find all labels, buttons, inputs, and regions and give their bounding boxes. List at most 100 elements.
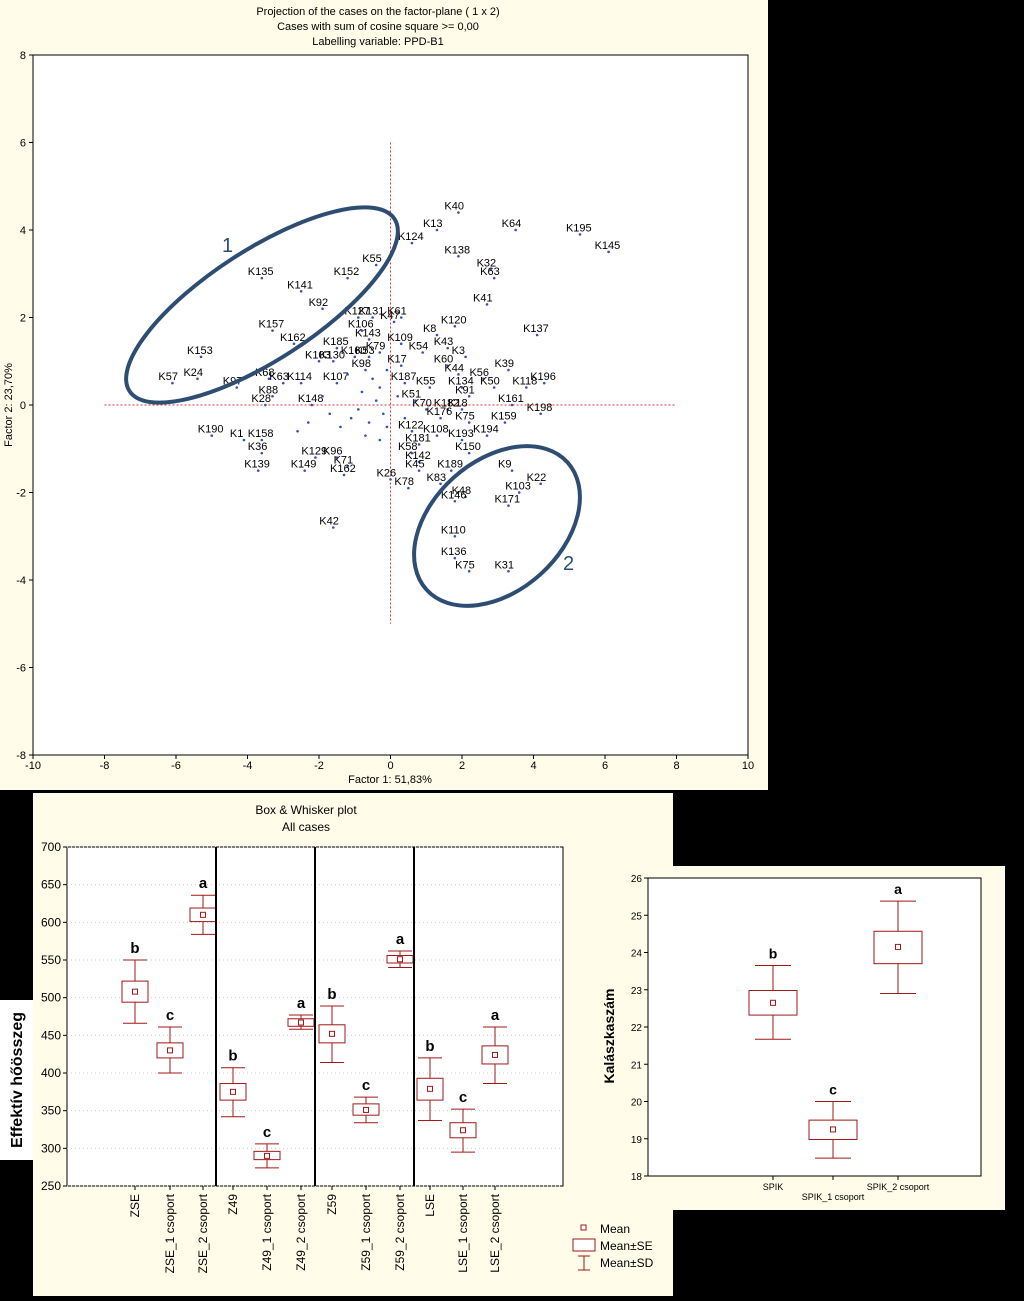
point-label: K83 <box>427 472 447 484</box>
scatter-point <box>332 526 335 529</box>
scatter-point <box>578 233 582 236</box>
y-tick-label: 23 <box>631 986 643 997</box>
point-label: K182 <box>434 397 460 409</box>
spike-y-axis-label: Kalászkaszám <box>601 989 617 1084</box>
scatter-point <box>435 333 439 337</box>
significance-letter: a <box>297 995 306 1012</box>
point-label: K98 <box>351 358 371 370</box>
significance-letter: c <box>263 1124 271 1141</box>
significance-letter: a <box>396 931 405 948</box>
x-tick-label: -2 <box>314 760 324 772</box>
scatter-point <box>453 499 457 503</box>
scatter-point <box>335 456 339 459</box>
scatter-point <box>457 211 460 214</box>
scatter-point <box>453 534 457 538</box>
y-tick-label: 550 <box>41 953 61 967</box>
point-label: K160 <box>341 345 367 357</box>
point-label: K153 <box>187 345 213 357</box>
y-tick-label: -6 <box>16 663 26 675</box>
point-label: K64 <box>502 218 522 230</box>
mean-marker <box>132 988 138 995</box>
scatter-point <box>346 276 349 280</box>
scatter-point <box>392 320 396 324</box>
point-label: K60 <box>434 354 454 366</box>
scatter-point <box>467 421 471 424</box>
point-label: K198 <box>527 402 553 414</box>
mean-marker <box>460 1127 466 1134</box>
scatter-point <box>514 228 517 232</box>
scatter-point <box>260 276 264 280</box>
boxplot-title-line-1: Box & Whisker plot <box>255 803 357 817</box>
point-label: K42 <box>319 516 339 528</box>
scatter-point <box>378 438 382 442</box>
scatter-point <box>299 289 303 293</box>
scatter-point <box>417 443 421 446</box>
scatter-point <box>235 386 239 389</box>
scatter-point <box>507 504 510 507</box>
point-label: K142 <box>405 450 431 462</box>
category-label: SPIK <box>763 1182 784 1192</box>
scatter-point <box>446 364 450 367</box>
scatter-point <box>485 303 489 306</box>
scatter-point <box>449 469 453 472</box>
scatter-point <box>360 390 364 394</box>
scatter-point <box>260 451 264 455</box>
scatter-point <box>364 368 367 372</box>
y-tick-label: 500 <box>41 991 61 1005</box>
point-label: K124 <box>398 231 424 243</box>
point-label: K161 <box>498 393 524 405</box>
x-tick-label: 2 <box>459 760 465 772</box>
point-label: K143 <box>355 327 381 339</box>
scatter-point <box>296 429 299 433</box>
point-label: K79 <box>366 341 386 353</box>
x-tick-label: -8 <box>100 760 110 772</box>
legend-mean-label: Mean <box>600 1222 630 1236</box>
significance-letter: b <box>769 946 778 962</box>
point-label: K187 <box>391 371 417 383</box>
point-label: K55 <box>362 253 382 265</box>
point-label: K56 <box>469 367 489 379</box>
point-label: K176 <box>427 406 453 418</box>
mean-marker <box>167 1047 173 1054</box>
scatter-point <box>460 408 464 411</box>
point-label: K44 <box>444 362 464 374</box>
x-axis-label: Factor 1: 51,83% <box>348 774 432 786</box>
y-tick-label: 25 <box>631 911 643 922</box>
mean-marker <box>397 956 403 963</box>
scatter-point <box>489 268 492 271</box>
scatter-point <box>467 451 471 455</box>
scatter-point <box>210 434 214 437</box>
x-tick-label: 6 <box>602 760 608 772</box>
point-label: K9 <box>498 459 511 471</box>
scatter-point <box>321 394 324 398</box>
mean-marker <box>298 1019 304 1026</box>
point-label: K13 <box>423 218 443 230</box>
scatter-point <box>367 421 371 424</box>
category-label: Z49 <box>226 1194 240 1215</box>
heat-ylabel-box <box>0 1000 33 1160</box>
scatter-point <box>460 386 464 389</box>
y-tick-label: 18 <box>631 1172 643 1183</box>
point-label: K63 <box>480 266 500 278</box>
y-tick-label: -8 <box>16 750 26 762</box>
scatter-point <box>421 351 424 354</box>
y-tick-label: 19 <box>631 1135 643 1146</box>
y-tick-label: 21 <box>631 1060 643 1071</box>
x-tick-label: 8 <box>673 760 679 772</box>
point-label: K103 <box>505 481 531 493</box>
y-tick-label: 24 <box>631 949 643 960</box>
chart-title-line-1: Projection of the cases on the factor-pl… <box>256 6 499 18</box>
point-label: K51 <box>402 389 422 401</box>
scatter-point <box>346 373 349 376</box>
significance-letter: a <box>491 1007 500 1024</box>
point-label: K109 <box>387 332 413 344</box>
scatter-point <box>410 451 414 455</box>
point-label: K24 <box>183 367 203 379</box>
heat-ylabel-svg: Effektív hőösszeg <box>9 1012 26 1148</box>
scatter-point <box>299 381 303 385</box>
point-label: K131 <box>359 306 385 318</box>
significance-letter: b <box>425 1038 434 1055</box>
mean-marker <box>329 1030 335 1037</box>
point-label: K40 <box>444 201 464 213</box>
point-label: K185 <box>323 336 349 348</box>
